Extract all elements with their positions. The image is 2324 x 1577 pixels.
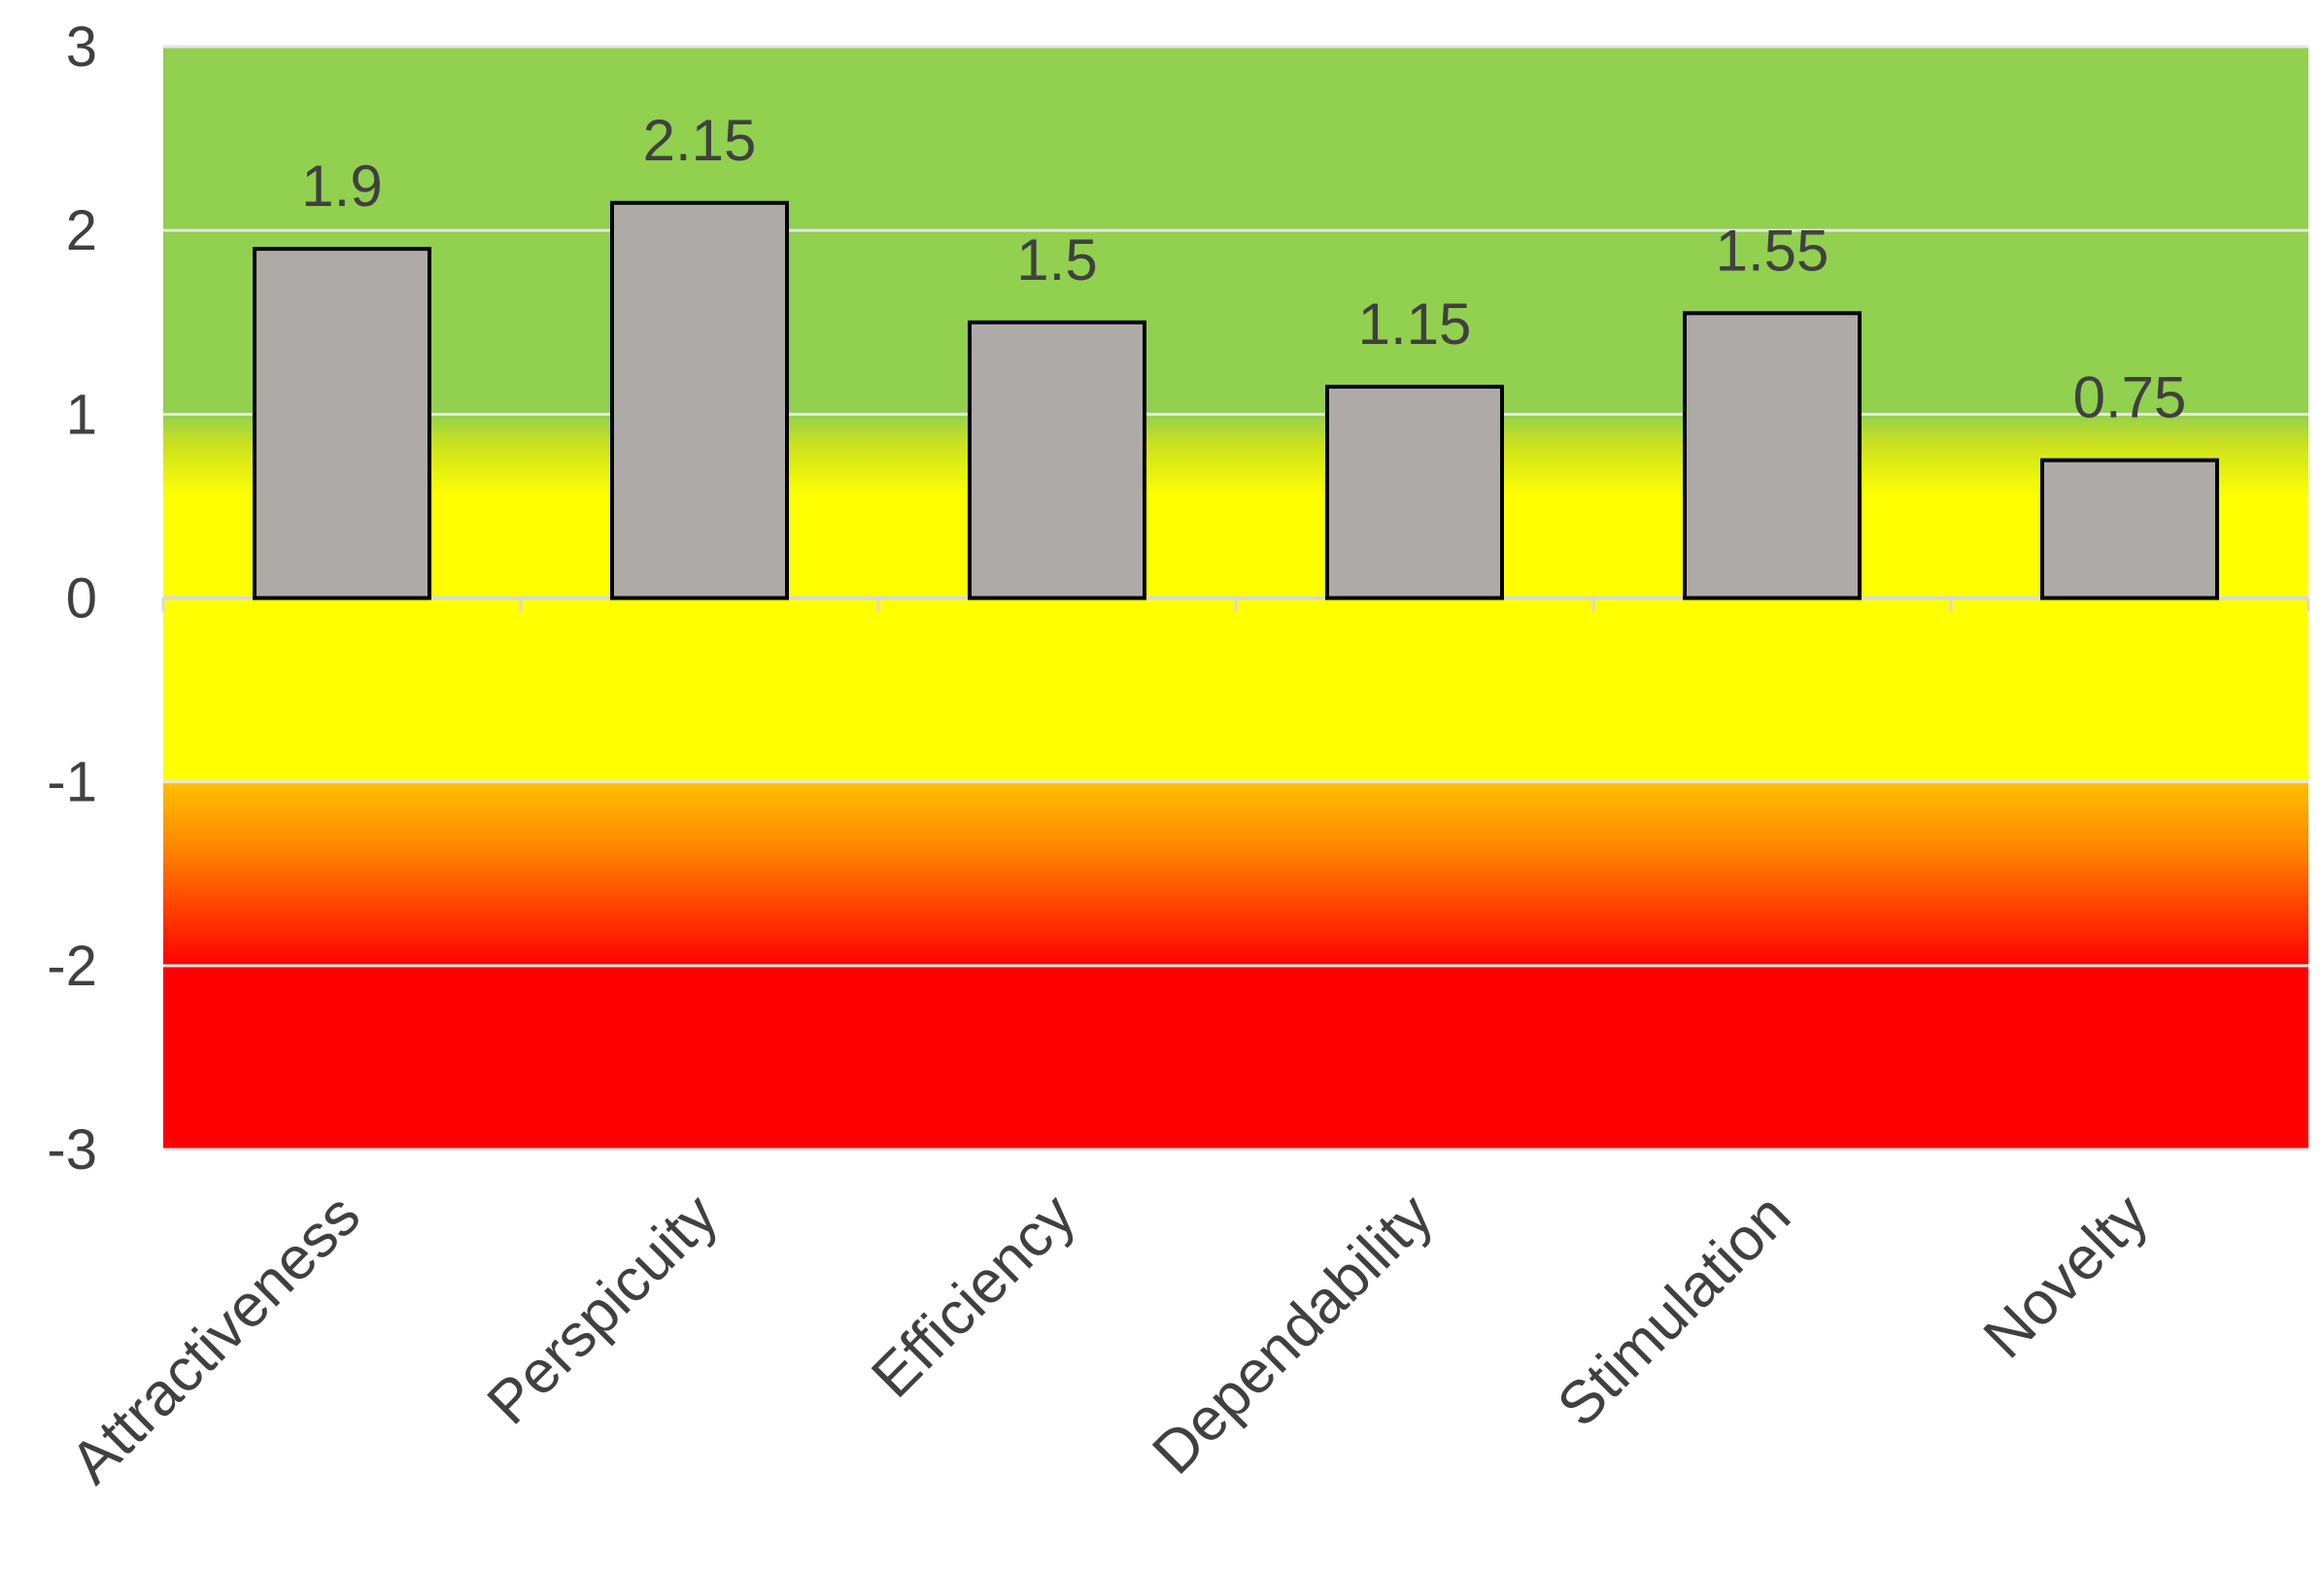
y-tick-label: -2	[47, 935, 97, 998]
band-bad	[163, 965, 2308, 1149]
band-above-average	[163, 414, 2308, 599]
bar-efficiency	[968, 320, 1146, 600]
data-label: 0.75	[2073, 365, 2187, 430]
bar-perspicuity	[610, 200, 789, 600]
gridlines	[163, 45, 2308, 1151]
background-bands	[163, 47, 2308, 1149]
y-tick-label: -1	[47, 751, 97, 814]
bar-stimulation	[1683, 311, 1862, 600]
band-below-average	[163, 781, 2308, 966]
data-label: 1.55	[1716, 218, 1829, 283]
data-labels: 1.9 2.15 1.5 1.15 1.55 0.75	[301, 108, 2186, 430]
y-tick-label: 1	[66, 383, 97, 446]
y-tick-label: 2	[66, 199, 97, 262]
bars	[253, 200, 2219, 600]
data-label: 1.5	[1016, 227, 1097, 292]
data-label: 1.15	[1358, 291, 1472, 357]
x-tick-label: Attractiveness	[58, 1182, 373, 1496]
y-tick-labels: 3 2 1 0 -1 -2 -3	[47, 16, 97, 1182]
data-label: 1.9	[301, 154, 382, 219]
x-tick-label: Dependability	[1140, 1182, 1445, 1487]
bar-attractiveness	[253, 247, 431, 600]
band-neutral	[163, 598, 2308, 782]
x-axis	[161, 596, 2310, 612]
bar-novelty	[2040, 458, 2219, 600]
data-label: 2.15	[643, 108, 757, 173]
y-tick-label: 0	[66, 567, 97, 631]
bar-dependability	[1325, 384, 1504, 600]
x-tick-label: Efficiency	[859, 1182, 1088, 1411]
x-tick-label: Perspicuity	[475, 1182, 731, 1437]
x-tick-label: Novelty	[1971, 1182, 2161, 1371]
y-tick-label: -3	[47, 1118, 97, 1182]
x-tick-label: Stimulation	[1545, 1182, 1803, 1440]
y-tick-label: 3	[66, 16, 97, 79]
x-tick-labels: Attractiveness Perspicuity Efficiency Depen…	[58, 1182, 2161, 1496]
